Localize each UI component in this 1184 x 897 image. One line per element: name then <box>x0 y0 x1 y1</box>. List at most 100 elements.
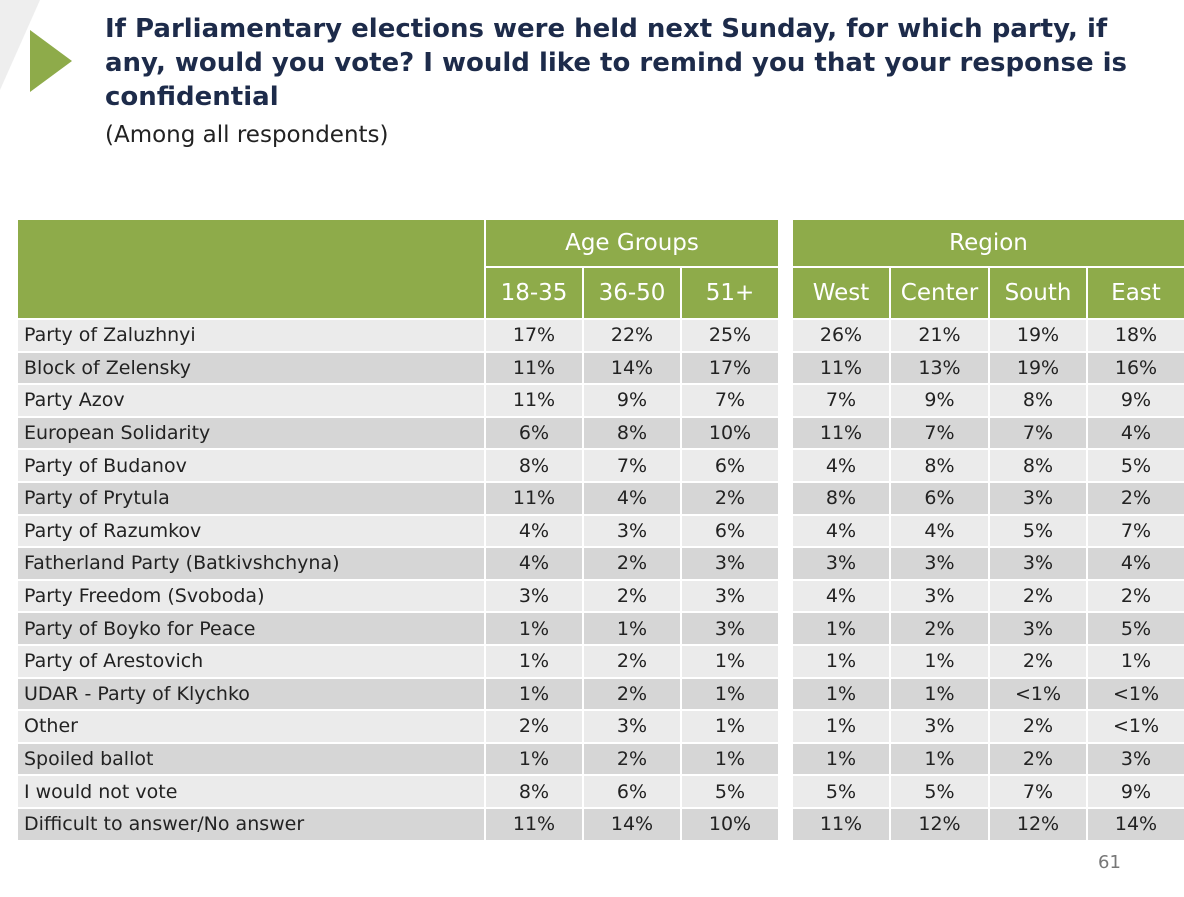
cell: 4% <box>486 548 582 579</box>
cell: 4% <box>1088 548 1184 579</box>
cell: 4% <box>793 450 889 481</box>
cell: 19% <box>990 320 1086 351</box>
cell: 8% <box>990 385 1086 416</box>
cell: 1% <box>486 743 582 775</box>
cell: 6% <box>584 776 680 807</box>
row-label: Difficult to answer/No answer <box>18 809 484 840</box>
decoration <box>0 0 72 92</box>
cell: 7% <box>891 417 988 449</box>
cell: 3% <box>584 711 680 742</box>
cell: 8% <box>584 417 680 449</box>
cell: 1% <box>793 646 889 677</box>
column-header: 51+ <box>682 268 778 318</box>
row-label: Party of Zaluzhnyi <box>18 320 484 351</box>
cell: 3% <box>682 613 778 644</box>
cell: 7% <box>584 450 680 481</box>
cell: 2% <box>584 678 680 710</box>
cell: 11% <box>793 417 889 449</box>
cell: 3% <box>1088 743 1184 775</box>
cell: 5% <box>891 776 988 807</box>
subtitle: (Among all respondents) <box>105 122 389 148</box>
cell: 3% <box>793 548 889 579</box>
cell: 22% <box>584 320 680 351</box>
cell: 2% <box>584 646 680 677</box>
cell: 14% <box>584 809 680 840</box>
cell: 4% <box>486 515 582 547</box>
column-header: West <box>793 268 889 318</box>
cell: 1% <box>486 613 582 644</box>
cell: 2% <box>990 646 1086 677</box>
cell: 14% <box>584 352 680 384</box>
cell: 7% <box>793 385 889 416</box>
row-label: European Solidarity <box>18 417 484 449</box>
cell: 18% <box>1088 320 1184 351</box>
cell: 4% <box>1088 417 1184 449</box>
cell: 2% <box>990 743 1086 775</box>
cell: 3% <box>682 580 778 612</box>
row-label: Party of Prytula <box>18 483 484 514</box>
cell: 7% <box>990 776 1086 807</box>
cell: 11% <box>486 483 582 514</box>
cell: 1% <box>682 678 778 710</box>
cell: 2% <box>584 548 680 579</box>
cell: 7% <box>1088 515 1184 547</box>
cell: 6% <box>891 483 988 514</box>
row-label: Party Azov <box>18 385 484 416</box>
cell: 1% <box>793 613 889 644</box>
cell: 3% <box>990 548 1086 579</box>
cell: 4% <box>793 580 889 612</box>
row-label: Party of Razumkov <box>18 515 484 547</box>
cell: 11% <box>486 809 582 840</box>
cell: 9% <box>891 385 988 416</box>
header-corner <box>18 220 484 318</box>
row-label: Block of Zelensky <box>18 352 484 384</box>
row-label: Other <box>18 711 484 742</box>
cell: 5% <box>1088 613 1184 644</box>
column-header: Center <box>891 268 988 318</box>
cell: 7% <box>682 385 778 416</box>
cell: 11% <box>793 809 889 840</box>
row-label: UDAR - Party of Klychko <box>18 678 484 710</box>
cell: 8% <box>891 450 988 481</box>
row-label: Party of Budanov <box>18 450 484 481</box>
cell: 3% <box>891 580 988 612</box>
cell: 17% <box>486 320 582 351</box>
cell: 19% <box>990 352 1086 384</box>
cell: 2% <box>990 580 1086 612</box>
cell: 11% <box>793 352 889 384</box>
cell: 1% <box>486 646 582 677</box>
cell: 21% <box>891 320 988 351</box>
row-label: Party of Boyko for Peace <box>18 613 484 644</box>
cell: 3% <box>891 711 988 742</box>
group-header: Region <box>793 220 1184 266</box>
cell: 12% <box>990 809 1086 840</box>
cell: 5% <box>1088 450 1184 481</box>
cell: 2% <box>584 580 680 612</box>
row-label: Party of Arestovich <box>18 646 484 677</box>
cell: 10% <box>682 809 778 840</box>
cell: 8% <box>793 483 889 514</box>
cell: 1% <box>891 646 988 677</box>
row-label: Fatherland Party (Batkivshchyna) <box>18 548 484 579</box>
cell: 4% <box>793 515 889 547</box>
cell: 9% <box>1088 776 1184 807</box>
cell: 26% <box>793 320 889 351</box>
cell: <1% <box>1088 678 1184 710</box>
cell: 2% <box>1088 483 1184 514</box>
cell: 16% <box>1088 352 1184 384</box>
cell: 9% <box>1088 385 1184 416</box>
cell: <1% <box>990 678 1086 710</box>
cell: 11% <box>486 385 582 416</box>
row-label: I would not vote <box>18 776 484 807</box>
cell: 14% <box>1088 809 1184 840</box>
cell: 1% <box>793 678 889 710</box>
cell: 3% <box>990 483 1086 514</box>
title: If Parliamentary elections were held nex… <box>105 14 1128 112</box>
cell: 1% <box>1088 646 1184 677</box>
page-number: 61 <box>1098 852 1121 873</box>
cell: 5% <box>793 776 889 807</box>
cell: 3% <box>584 515 680 547</box>
cell: 13% <box>891 352 988 384</box>
cell: 6% <box>682 515 778 547</box>
